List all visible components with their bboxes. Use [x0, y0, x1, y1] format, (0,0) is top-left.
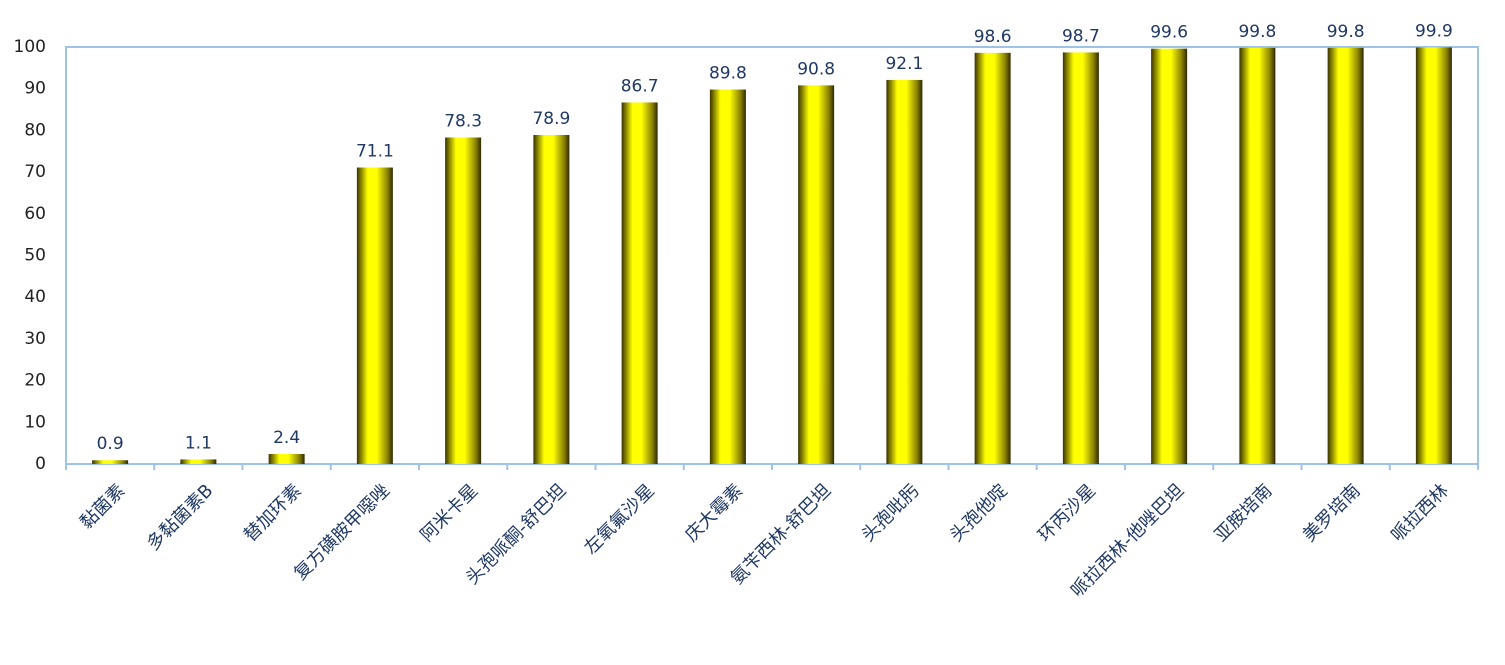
- bar: [533, 134, 570, 464]
- x-tick-label: 哌拉西林: [1387, 480, 1453, 546]
- y-tick-label: 60: [24, 204, 46, 224]
- x-tick-label: 环丙沙星: [1034, 480, 1100, 546]
- bar: [92, 460, 129, 464]
- y-tick-label: 20: [24, 371, 46, 391]
- value-label: 99.8: [1238, 22, 1276, 42]
- y-tick-label: 0: [35, 454, 46, 474]
- y-tick-label: 10: [24, 412, 46, 432]
- x-tick-label: 头孢吡肟: [858, 480, 924, 546]
- y-tick-label: 30: [24, 329, 46, 349]
- value-label: 89.8: [709, 64, 747, 84]
- bar: [1415, 47, 1452, 465]
- x-tick-label: 替加环素: [240, 480, 306, 546]
- y-tick-label: 100: [14, 37, 46, 57]
- x-tick-label: 美罗培南: [1299, 480, 1365, 546]
- value-label: 92.1: [885, 54, 923, 74]
- value-label: 98.7: [1062, 26, 1100, 46]
- bar: [974, 52, 1011, 464]
- bar: [709, 89, 746, 464]
- value-label: 98.6: [974, 27, 1012, 47]
- bar: [798, 85, 835, 464]
- value-label: 99.9: [1415, 21, 1453, 41]
- bar: [180, 459, 217, 464]
- x-tick-label: 左氧氟沙星: [580, 480, 658, 558]
- y-tick-label: 90: [24, 79, 46, 99]
- y-tick-label: 70: [24, 162, 46, 182]
- value-label: 0.9: [97, 434, 124, 454]
- bar: [445, 137, 482, 464]
- x-tick-label: 复方磺胺甲噁唑: [290, 480, 394, 584]
- y-tick-label: 80: [24, 120, 46, 140]
- value-label: 99.8: [1327, 22, 1365, 42]
- x-tick-label: 阿米卡星: [416, 480, 482, 546]
- value-label: 90.8: [797, 59, 835, 79]
- value-label: 1.1: [185, 433, 212, 453]
- bar: [268, 453, 305, 464]
- value-label: 78.3: [444, 111, 482, 131]
- bar: [1239, 47, 1276, 465]
- bar: [356, 167, 393, 464]
- y-tick-label: 40: [24, 287, 46, 307]
- x-tick-label: 头孢他啶: [946, 480, 1012, 546]
- bar: [1062, 52, 1099, 465]
- x-tick-label: 黏菌素: [76, 480, 129, 533]
- value-label: 2.4: [273, 428, 300, 448]
- bar: [886, 79, 923, 465]
- x-tick-label: 亚胺培南: [1211, 480, 1277, 546]
- value-label: 86.7: [621, 76, 659, 96]
- bar: [1327, 47, 1364, 465]
- bar: [1151, 48, 1188, 464]
- bar: [621, 102, 658, 464]
- x-tick-label: 多黏菌素B: [143, 480, 218, 555]
- value-label: 99.6: [1150, 23, 1188, 43]
- x-tick-label: 庆大霉素: [681, 480, 747, 546]
- value-label: 71.1: [356, 142, 394, 162]
- value-label: 78.9: [532, 109, 570, 129]
- y-tick-label: 50: [24, 246, 46, 266]
